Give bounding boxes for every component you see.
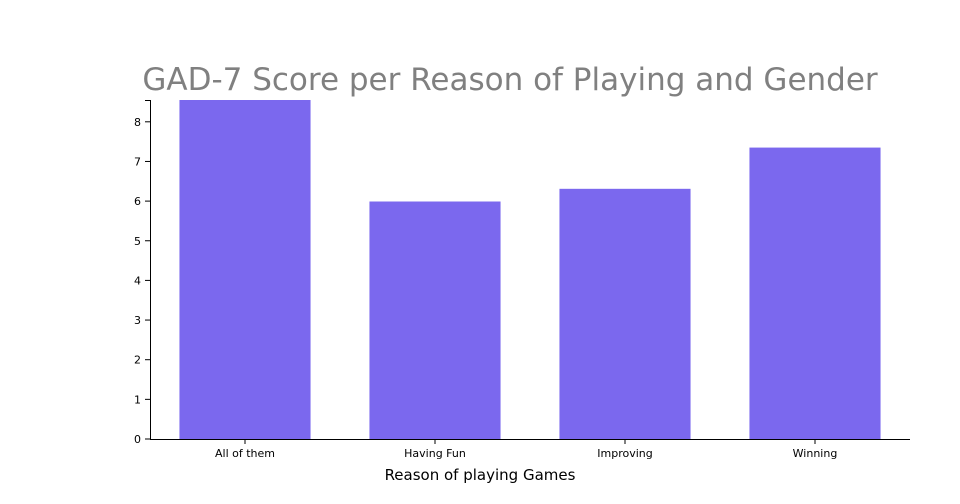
- chart-title: GAD-7 Score per Reason of Playing and Ge…: [142, 62, 878, 98]
- bar: [179, 100, 311, 439]
- bar: [369, 201, 501, 439]
- y-tick-label: 2: [134, 354, 141, 367]
- y-tick-label: 0: [134, 433, 141, 446]
- x-tick-label: Improving: [597, 447, 652, 460]
- y-tick-label: 7: [134, 155, 141, 168]
- x-axis: All of them Having Fun Improving Winning: [150, 439, 910, 460]
- x-tick-label: Winning: [793, 447, 838, 460]
- bar: [749, 147, 881, 439]
- y-tick-label: 5: [134, 235, 141, 248]
- bar: [559, 188, 691, 439]
- x-tick-label: Having Fun: [404, 447, 466, 460]
- y-tick-label: 8: [134, 116, 141, 129]
- x-tick-label: All of them: [215, 447, 275, 460]
- y-tick-label: 6: [134, 195, 141, 208]
- y-tick-label: 3: [134, 314, 141, 327]
- x-axis-label: Reason of playing Games: [385, 466, 576, 484]
- y-tick-label: 1: [134, 393, 141, 406]
- y-axis: 0 1 2 3 4 5 6 7 8: [134, 100, 151, 446]
- y-tick-label: 4: [134, 274, 141, 287]
